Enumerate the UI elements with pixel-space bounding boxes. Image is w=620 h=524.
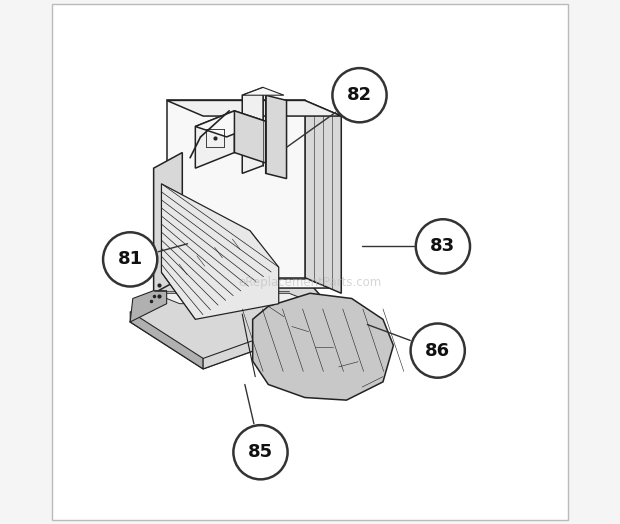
Polygon shape	[130, 311, 203, 369]
Polygon shape	[203, 309, 341, 369]
FancyBboxPatch shape	[52, 4, 568, 520]
Polygon shape	[253, 293, 394, 400]
Polygon shape	[266, 95, 286, 179]
Circle shape	[416, 219, 470, 274]
Polygon shape	[234, 111, 266, 163]
Polygon shape	[130, 291, 167, 322]
Polygon shape	[242, 88, 284, 95]
Polygon shape	[130, 278, 341, 369]
Polygon shape	[167, 278, 331, 288]
Text: 86: 86	[425, 342, 450, 359]
Polygon shape	[167, 101, 341, 116]
Polygon shape	[154, 293, 315, 304]
Polygon shape	[167, 101, 305, 278]
Circle shape	[332, 68, 387, 122]
Text: 85: 85	[248, 443, 273, 461]
Circle shape	[410, 323, 465, 378]
Circle shape	[103, 232, 157, 287]
Polygon shape	[195, 111, 234, 168]
Polygon shape	[195, 111, 266, 137]
Text: 83: 83	[430, 237, 456, 255]
Polygon shape	[161, 184, 279, 319]
Text: 82: 82	[347, 86, 372, 104]
Polygon shape	[242, 88, 263, 173]
Text: 81: 81	[118, 250, 143, 268]
Polygon shape	[305, 101, 341, 293]
Circle shape	[233, 425, 288, 479]
Polygon shape	[154, 152, 182, 293]
Text: eReplacementParts.com: eReplacementParts.com	[238, 276, 382, 289]
